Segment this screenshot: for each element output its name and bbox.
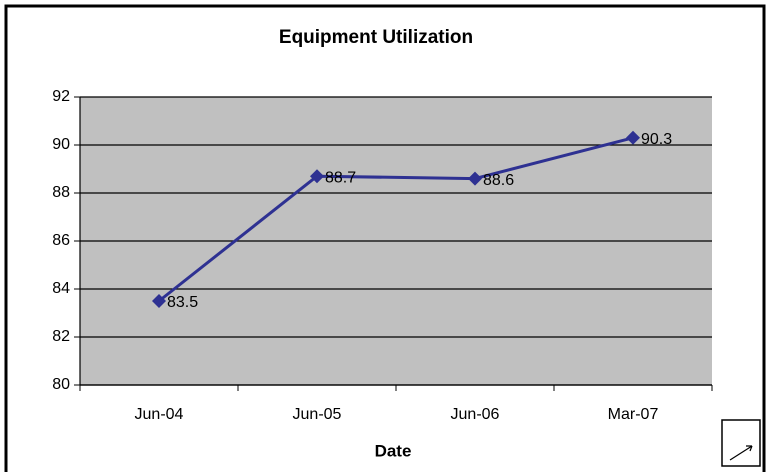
x-tick-label: Jun-06 xyxy=(451,406,500,423)
data-label: 90.3 xyxy=(641,131,672,148)
y-tick-label: 88 xyxy=(52,184,70,201)
chart-title: Equipment Utilization xyxy=(279,27,473,48)
y-tick-label: 84 xyxy=(52,280,70,297)
data-label: 83.5 xyxy=(167,294,198,311)
y-tick-label: 92 xyxy=(52,88,70,105)
y-tick-label: 80 xyxy=(52,376,70,393)
data-label: 88.6 xyxy=(483,172,514,189)
data-marker xyxy=(468,171,482,186)
y-tick-label: 86 xyxy=(52,232,70,249)
x-tick-label: Jun-05 xyxy=(293,406,342,423)
data-label: 88.7 xyxy=(325,169,356,186)
icon-box xyxy=(721,419,761,467)
legend-icon xyxy=(721,419,761,467)
icon-arrowhead xyxy=(746,445,753,452)
x-axis-title: Date xyxy=(375,441,412,460)
data-marker xyxy=(152,294,166,308)
x-tick-label: Jun-04 xyxy=(135,406,184,423)
data-line xyxy=(158,136,634,303)
data-marker xyxy=(626,130,640,145)
data-marker xyxy=(310,169,324,184)
x-tick-label: Mar-07 xyxy=(608,406,659,423)
y-tick-label: 90 xyxy=(52,136,70,153)
icon-arrow xyxy=(729,445,753,461)
y-tick-label: 82 xyxy=(52,328,70,345)
